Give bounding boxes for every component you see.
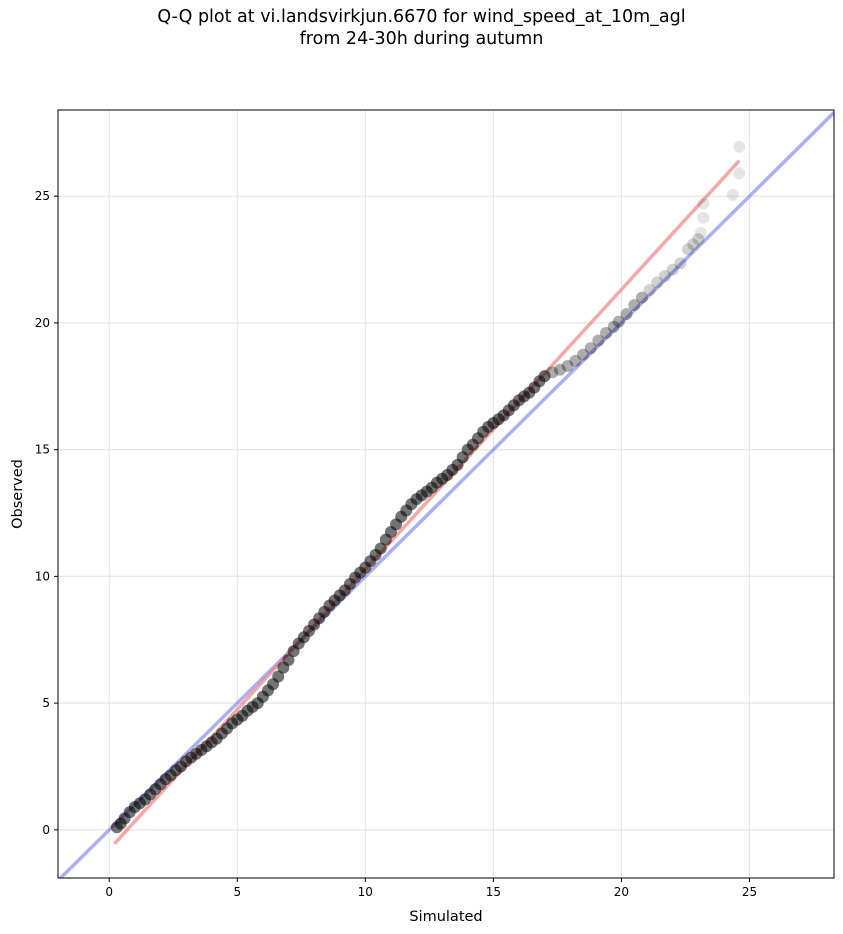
identity-line [58, 111, 834, 878]
data-point [607, 320, 620, 333]
data-point [643, 283, 656, 296]
chart-title-line-2: from 24-30h during autumn [299, 29, 544, 49]
data-point [697, 211, 710, 224]
x-tick-label: 5 [233, 885, 241, 899]
x-tick-label: 0 [105, 885, 113, 899]
data-point [600, 327, 613, 340]
data-point [612, 315, 625, 328]
data-point [733, 140, 746, 153]
data-point [374, 542, 387, 555]
x-tick-label: 25 [742, 885, 757, 899]
y-tick-label: 0 [42, 823, 50, 837]
y-axis: 0 5 10 15 20 25 [35, 189, 58, 837]
y-tick-label: 5 [42, 696, 50, 710]
y-tick-label: 25 [35, 189, 50, 203]
chart-title-line-1: Q-Q plot at vi.landsvirkjun.6670 for win… [157, 7, 686, 27]
data-point [682, 243, 695, 256]
data-point [658, 270, 671, 283]
y-axis-label: Observed [10, 459, 26, 529]
plot-frame [57, 109, 835, 879]
data-point [584, 342, 597, 355]
data-point [538, 370, 551, 383]
data-point [628, 299, 641, 312]
data-point [546, 366, 559, 379]
data-point [687, 238, 700, 251]
x-tick-label: 10 [358, 885, 373, 899]
y-tick-label: 20 [35, 316, 50, 330]
data-point [561, 360, 574, 372]
chart-title: Q-Q plot at vi.landsvirkjun.6670 for win… [0, 6, 843, 50]
x-tick-label: 20 [614, 885, 629, 899]
x-tick-label: 15 [486, 885, 501, 899]
data-point [569, 354, 582, 367]
x-axis-label: Simulated [409, 909, 482, 925]
data-point [577, 348, 590, 361]
data-point [272, 670, 285, 683]
data-point [726, 188, 739, 201]
data-point [620, 308, 633, 321]
data-point [651, 276, 664, 289]
data-point [666, 263, 679, 276]
x-axis: 0 5 10 15 20 25 [105, 878, 757, 899]
data-point [694, 226, 707, 239]
data-point [692, 233, 705, 246]
data-point [733, 167, 746, 180]
y-tick-label: 10 [35, 569, 50, 583]
data-point [697, 197, 710, 210]
grid [58, 110, 834, 878]
data-point [635, 291, 648, 304]
y-tick-label: 15 [35, 443, 50, 457]
data-point [553, 363, 566, 376]
data-point [592, 334, 605, 347]
data-point [282, 654, 295, 667]
data-points [110, 140, 746, 834]
data-point [674, 257, 687, 270]
